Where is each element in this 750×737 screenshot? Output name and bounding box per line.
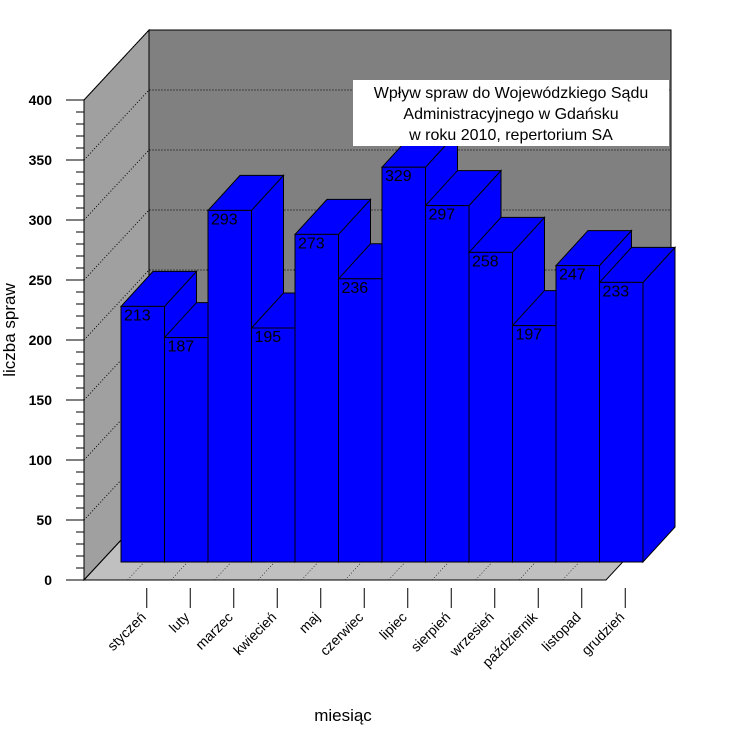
chart-title-box: [353, 80, 669, 146]
bar-front: [468, 251, 513, 563]
bar-front: [599, 281, 644, 563]
bar: 233: [598, 246, 677, 564]
gridlines: [83, 29, 672, 581]
chart-title-line-3: w roku 2010, repertorium SA: [408, 127, 613, 144]
floor-gridline: [127, 509, 193, 581]
y-axis: 0 50 100 150 200 250 300 350 400: [29, 92, 85, 588]
y-tick-label: 350: [29, 152, 53, 168]
y-tick-label: 100: [29, 452, 53, 468]
y-tick-label: 0: [44, 572, 52, 588]
floor-gridline: [301, 509, 367, 581]
bar-value-label: 213: [124, 307, 151, 324]
bar-front: [555, 265, 600, 563]
floor-gridline: [214, 509, 280, 581]
bar-front: [425, 205, 470, 563]
bar-front: [338, 278, 383, 563]
bar-side: [642, 246, 676, 564]
floor-gridline: [388, 509, 454, 581]
bar-value-label: 197: [516, 327, 543, 344]
floor-gridline: [344, 509, 411, 581]
chart-title-line-1: Wpływ spraw do Wojewódzkiego Sądu: [374, 85, 649, 102]
x-tick-label: styczeń: [104, 609, 149, 654]
bar-value-label: 233: [603, 283, 630, 300]
bar-front: [294, 233, 339, 563]
bar-value-label: 236: [342, 280, 369, 297]
floor-gridline: [83, 509, 150, 581]
y-tick-label: 200: [29, 332, 53, 348]
floor-gridline: [170, 509, 237, 581]
bar-value-label: 293: [211, 211, 238, 228]
x-tick-label: czerwiec: [317, 609, 367, 659]
y-tick-label: 50: [36, 512, 52, 528]
chart-title-line-2: Administracyjnego w Gdańsku: [403, 106, 618, 123]
x-tick-label: grudzień: [578, 609, 627, 658]
y-tick-label: 400: [29, 92, 53, 108]
y-axis-title: liczba spraw: [0, 283, 19, 377]
bar-front: [164, 337, 209, 563]
bar-front: [120, 305, 165, 563]
bar-value-label: 329: [385, 168, 412, 185]
bar-value-label: 297: [429, 207, 456, 224]
x-tick-label: kwiecień: [230, 609, 279, 658]
bar-value-label: 187: [168, 339, 195, 356]
bar-value-label: 195: [255, 329, 282, 346]
x-tick-label: luty: [166, 609, 193, 636]
floor-gridline: [257, 509, 324, 581]
floor-gridline: [475, 509, 541, 581]
bars: 213 187 293 195 273 236 329 297 258 197 247 233: [119, 130, 677, 564]
floor-gridline: [431, 509, 498, 581]
x-tick-label: marzec: [192, 609, 236, 653]
chart-title: Wpływ spraw do Wojewódzkiego Sądu Admini…: [353, 80, 669, 146]
floor-gridline: [562, 509, 628, 581]
x-tick-label: maj: [296, 609, 323, 636]
x-axis-title: miesiąc: [314, 706, 372, 725]
bar-value-label: 247: [559, 267, 586, 284]
floor-gridline: [518, 509, 585, 581]
x-tick-label: lipiec: [376, 609, 410, 643]
bar-front: [381, 166, 426, 563]
bar-front: [207, 209, 252, 563]
y-tick-label: 150: [29, 392, 53, 408]
bar-front: [251, 327, 296, 563]
floor-gridline: [605, 509, 672, 581]
y-tick-label: 250: [29, 272, 53, 288]
bar-value-label: 258: [472, 253, 499, 270]
y-tick-label: 300: [29, 212, 53, 228]
bar-value-label: 273: [298, 235, 325, 252]
x-tick-label: listopad: [538, 609, 583, 654]
bar-front: [512, 325, 557, 563]
